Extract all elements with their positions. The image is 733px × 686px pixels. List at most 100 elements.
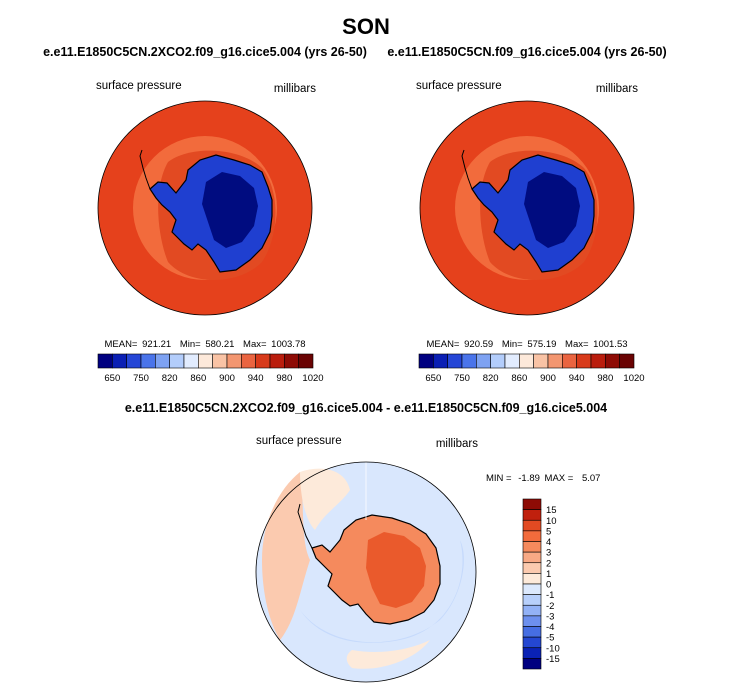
panel-1-colorbar-tick-0: 650 — [104, 373, 120, 384]
panel-1-colorbar-box-14 — [298, 353, 314, 369]
panel-2-min-label: Min= — [502, 339, 523, 350]
panel-3-min-value: -1.89 — [518, 473, 540, 484]
panel-2-colorbar-box-12 — [590, 353, 606, 369]
panel-3-colorbar-box-5 — [522, 551, 542, 564]
panel-1-colorbar-tick-4: 900 — [219, 373, 235, 384]
panel-3-colorbar-tick-6: 1 — [546, 569, 551, 580]
panel-3-colorbar-box-1 — [522, 509, 542, 521]
panel-3-colorbar-tick-5: 2 — [546, 558, 551, 569]
panel-1-colorbar-box-11 — [255, 353, 271, 369]
panel-3-warm-sector-west — [262, 472, 310, 640]
panel-3-colorbar-tick-8: -1 — [546, 590, 554, 601]
panel-3-antarctica-core — [366, 532, 426, 608]
panel-1-colorbar-box-1 — [112, 353, 127, 369]
panel-3-colorbar-box-4 — [522, 541, 542, 553]
panel-3-colorbar-box-7 — [522, 573, 542, 585]
panel-2-colorbar-box-3 — [461, 353, 477, 369]
panel-2-colorbar-box-11 — [576, 353, 592, 369]
panel-1-mean-label: MEAN= — [104, 339, 137, 350]
panel-1: e.e11.E1850C5CN.2XCO2.f09_g16.cice5.004 … — [43, 45, 367, 384]
panel-3-colorbar-tick-0: 15 — [546, 505, 557, 516]
panel-2-colorbar-tick-4: 900 — [540, 373, 556, 384]
panel-3-colorbar-box-0 — [522, 498, 542, 510]
panel-2-map — [419, 100, 635, 316]
panel-3-colorbar-tick-7: 0 — [546, 580, 551, 591]
panel-3-variable-label: surface pressure — [256, 435, 342, 447]
panel-2-variable-label: surface pressure — [416, 80, 502, 92]
panel-3-title: e.e11.E1850C5CN.2XCO2.f09_g16.cice5.004 … — [125, 401, 607, 415]
panel-2-mean-label: MEAN= — [426, 339, 459, 350]
panel-3-colorbar-box-12 — [522, 626, 542, 638]
panel-1-colorbar-box-5 — [169, 353, 185, 369]
panel-1-colorbar-box-12 — [269, 353, 285, 369]
panel-1-colorbar-box-0 — [97, 353, 113, 369]
panel-1-peninsula-coast — [139, 149, 151, 190]
panel-2-colorbar-box-9 — [547, 353, 563, 369]
panel-2-colorbar: 650 750 820 860 900 940 980 1020 — [418, 353, 645, 384]
panel-3-units-label: millibars — [436, 438, 478, 450]
panel-3-max-label: MAX = — [545, 473, 574, 484]
panel-1-colorbar-box-13 — [284, 353, 299, 369]
panel-1-map-border — [97, 100, 313, 316]
panel-1-min-value: 580.21 — [205, 339, 234, 350]
panel-2-units-label: millibars — [596, 83, 638, 95]
panel-2-antarctica-plateau — [524, 172, 580, 248]
panel-2-max-label: Max= — [565, 339, 589, 350]
panel-2-colorbar-box-13 — [605, 353, 620, 369]
panel-3-colorbar-box-13 — [522, 636, 542, 649]
panel-3-peninsula-coast — [297, 503, 313, 549]
panel-3-colorbar-tick-11: -4 — [546, 622, 554, 633]
panel-3-colorbar-box-11 — [522, 615, 542, 627]
panel-2-coastline — [471, 154, 595, 273]
panel-1-colorbar-tick-7: 1020 — [302, 373, 323, 384]
panel-2: e.e11.E1850C5CN.f09_g16.cice5.004 (yrs 2… — [387, 45, 666, 384]
panel-1-colorbar: 650 750 820 860 900 940 980 1020 — [97, 353, 324, 384]
panel-1-colorbar-box-2 — [126, 353, 142, 369]
panel-1-colorbar-box-4 — [155, 353, 170, 369]
panel-1-colorbar-tick-1: 750 — [133, 373, 149, 384]
panel-1-colorbar-tick-5: 940 — [248, 373, 264, 384]
panel-2-mean-value: 920.59 — [464, 339, 493, 350]
panel-1-min-label: Min= — [180, 339, 201, 350]
panel-2-colorbar-box-2 — [447, 353, 463, 369]
panel-2-colorbar-tick-3: 860 — [511, 373, 527, 384]
panel-2-colorbar-tick-5: 940 — [569, 373, 585, 384]
panel-3-colorbar-tick-1: 10 — [546, 516, 557, 527]
panel-3-warm-sector-south — [346, 640, 430, 669]
panel-3-colorbar-box-6 — [522, 562, 542, 574]
panel-3-colorbar-box-15 — [522, 658, 542, 670]
panel-3-colorbar-box-14 — [522, 647, 542, 659]
panel-2-peninsula-coast — [461, 149, 473, 190]
panel-2-colorbar-box-10 — [562, 353, 577, 369]
panel-2-stats: MEAN= 920.59 Min= 575.19 Max= 1001.53 — [426, 339, 627, 350]
panel-2-map-border — [419, 100, 635, 316]
panel-3: e.e11.E1850C5CN.2XCO2.f09_g16.cice5.004 … — [125, 401, 607, 683]
panel-1-coastline — [149, 154, 273, 273]
panel-1-colorbar-box-9 — [226, 353, 242, 369]
panel-1-map — [97, 100, 313, 316]
panel-2-max-value: 1001.53 — [593, 339, 627, 350]
panel-2-colorbar-box-5 — [490, 353, 506, 369]
panel-1-title: e.e11.E1850C5CN.2XCO2.f09_g16.cice5.004 … — [43, 45, 367, 59]
panel-1-max-label: Max= — [243, 339, 267, 350]
panel-2-colorbar-box-4 — [476, 353, 491, 369]
panel-3-colorbar-tick-12: -5 — [546, 633, 554, 644]
panel-3-min-label: MIN = — [486, 473, 512, 484]
panel-2-colorbar-tick-2: 820 — [483, 373, 499, 384]
panel-3-colorbar-tick-13: -10 — [546, 643, 560, 654]
panel-3-colorbar-box-9 — [522, 594, 542, 606]
panel-3-map-border — [255, 461, 477, 683]
panel-3-colorbar-tick-10: -3 — [546, 611, 554, 622]
panel-1-stats: MEAN= 921.21 Min= 580.21 Max= 1003.78 — [104, 339, 305, 350]
panel-2-colorbar-box-6 — [504, 353, 520, 369]
panel-3-colorbar-tick-14: -15 — [546, 654, 560, 665]
panel-2-colorbar-box-1 — [433, 353, 448, 369]
figure-title: SON — [342, 14, 390, 39]
panel-1-colorbar-tick-2: 820 — [162, 373, 178, 384]
panel-3-max-value: 5.07 — [582, 473, 601, 484]
panel-3-colorbar-tick-9: -2 — [546, 601, 554, 612]
panel-3-warm-sector-nw — [300, 468, 350, 530]
panel-2-colorbar-tick-1: 750 — [454, 373, 470, 384]
